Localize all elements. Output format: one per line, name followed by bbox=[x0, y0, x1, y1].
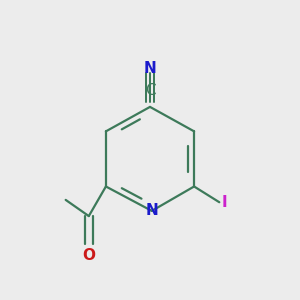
Text: O: O bbox=[82, 248, 95, 263]
Text: N: N bbox=[144, 61, 156, 76]
Text: C: C bbox=[145, 83, 155, 98]
Text: I: I bbox=[222, 195, 227, 210]
Text: N: N bbox=[146, 203, 158, 218]
